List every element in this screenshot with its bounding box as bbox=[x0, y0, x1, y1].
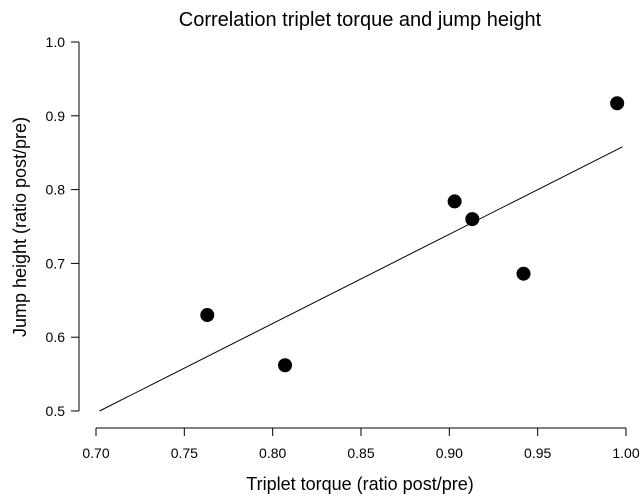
x-tick-label: 0.85 bbox=[347, 445, 374, 461]
x-tick-label: 0.95 bbox=[524, 445, 551, 461]
x-tick-label: 0.70 bbox=[82, 445, 109, 461]
x-tick-label: 0.90 bbox=[436, 445, 463, 461]
x-axis: 0.70 0.75 0.80 0.85 0.90 0.95 1.00 bbox=[82, 427, 640, 461]
x-tick-label: 0.80 bbox=[259, 445, 286, 461]
y-tick-label: 0.6 bbox=[46, 329, 66, 345]
chart-title: Correlation triplet torque and jump heig… bbox=[179, 9, 542, 31]
x-tick-label: 1.00 bbox=[612, 445, 639, 461]
x-axis-title: Triplet torque (ratio post/pre) bbox=[246, 474, 473, 494]
y-axis-title: Jump height (ratio post/pre) bbox=[10, 117, 30, 337]
data-point bbox=[610, 96, 625, 111]
y-tick-label: 0.5 bbox=[46, 403, 66, 419]
data-point bbox=[516, 266, 531, 281]
data-point bbox=[447, 194, 462, 209]
y-axis: 0.5 0.6 0.7 0.8 0.9 1.0 bbox=[46, 34, 80, 419]
data-point bbox=[465, 212, 480, 227]
y-tick-label: 0.8 bbox=[46, 182, 66, 198]
data-point bbox=[200, 308, 215, 323]
y-tick-label: 1.0 bbox=[46, 34, 66, 50]
data-point bbox=[278, 358, 293, 373]
trend-line bbox=[99, 146, 623, 412]
y-tick-label: 0.9 bbox=[46, 108, 66, 124]
x-tick-label: 0.75 bbox=[171, 445, 198, 461]
y-tick-label: 0.7 bbox=[46, 255, 66, 271]
data-points bbox=[200, 96, 625, 373]
